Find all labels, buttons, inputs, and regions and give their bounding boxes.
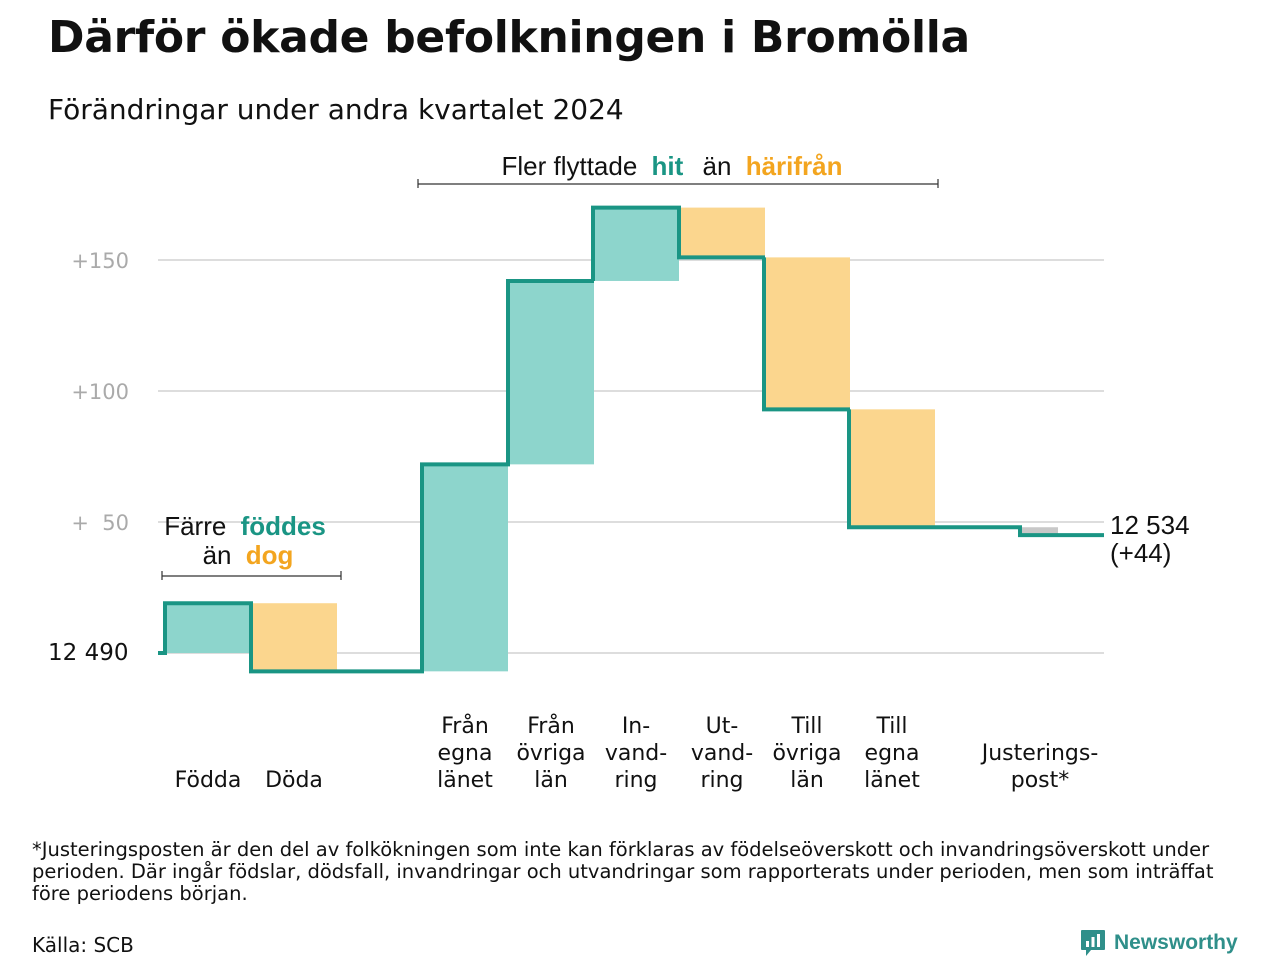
svg-text:än dog: än dog	[203, 540, 294, 570]
decrease-bar	[764, 257, 850, 410]
x-axis-label: vand-	[691, 741, 753, 766]
x-axis-label: egna	[865, 741, 920, 766]
x-axis-label: Justerings-	[980, 741, 1099, 766]
start-value-label: 12 490	[48, 640, 128, 666]
natural-line1-prefix: Färre	[164, 511, 226, 541]
x-axis-label: Döda	[265, 768, 323, 793]
waterfall-chart: + 50+100+150 Födda DödaFrånegnalänetFrånö…	[48, 151, 1190, 793]
brand-name: Newsworthy	[1114, 931, 1238, 954]
brand-logo: Newsworthy	[1080, 928, 1238, 958]
x-axis-label: ring	[614, 768, 657, 793]
x-axis-label: post*	[1011, 768, 1070, 793]
natural-line1-word: föddes	[241, 511, 326, 541]
adjustment-bar	[1020, 527, 1058, 536]
migration-middle: än	[703, 151, 732, 181]
x-axis-label: ring	[700, 768, 743, 793]
end-change-label: (+44)	[1110, 538, 1171, 568]
x-axis-label: övriga	[772, 741, 841, 766]
step-line-layer	[158, 205, 1104, 674]
increase-bar	[508, 280, 594, 465]
grid-lines	[158, 259, 1104, 654]
x-axis-label: Till	[875, 714, 907, 739]
increase-bar	[593, 207, 679, 281]
decrease-bar	[849, 409, 935, 528]
x-axis-label: länet	[437, 768, 493, 793]
x-axis-label: Ut-	[706, 714, 739, 739]
y-axis-ticks: + 50 +100 +150	[71, 249, 129, 535]
decrease-bar	[679, 207, 765, 258]
x-axis-label: länet	[864, 768, 920, 793]
x-axis-label: Från	[527, 713, 575, 739]
chart-subtitle: Förändringar under andra kvartalet 2024	[48, 93, 624, 126]
svg-text:Färre föddes: Färre föddes	[164, 511, 326, 541]
chart-title: Därför ökade befolkningen i Bromölla	[48, 12, 970, 63]
natural-annotation: Färre föddes än dog	[161, 511, 342, 580]
y-tick-label: +150	[71, 249, 129, 273]
decrease-bar	[251, 603, 337, 672]
svg-text:Fler flyttade hit: Fler flyttade hit än härifrån	[501, 151, 842, 181]
bars	[165, 207, 1058, 672]
x-axis-label: Till	[790, 714, 822, 739]
y-tick-label: + 50	[71, 511, 129, 535]
x-axis-label: Födda	[175, 768, 242, 793]
natural-line2-word: dog	[246, 540, 294, 570]
x-axis-label: län	[534, 768, 568, 793]
x-axis-label: övriga	[516, 741, 585, 766]
x-axis-label: Från	[441, 713, 489, 739]
increase-bar	[422, 464, 508, 672]
x-axis-label: vand-	[605, 741, 667, 766]
increase-bar	[165, 603, 251, 653]
footnote: *Justeringsposten är den del av folkökni…	[32, 838, 1214, 905]
x-axis-label: In-	[622, 714, 650, 739]
newsworthy-logo-icon	[1081, 930, 1105, 956]
cumulative-step-line	[158, 205, 1104, 674]
y-tick-label: +100	[71, 380, 129, 404]
x-axis-labels: Födda DödaFrånegnalänetFrånövrigalänIn-va…	[175, 713, 1099, 793]
end-value-label: 12 534	[1110, 510, 1190, 540]
migration-annotation: Fler flyttade hit än härifrån	[417, 151, 939, 188]
natural-line2-prefix: än	[203, 540, 232, 570]
migration-hit: hit	[652, 151, 684, 181]
migration-prefix: Fler flyttade	[501, 151, 637, 181]
source-label: Källa: SCB	[32, 933, 134, 957]
migration-harifran: härifrån	[746, 151, 843, 181]
x-axis-label: egna	[438, 741, 493, 766]
x-axis-label: län	[790, 768, 824, 793]
